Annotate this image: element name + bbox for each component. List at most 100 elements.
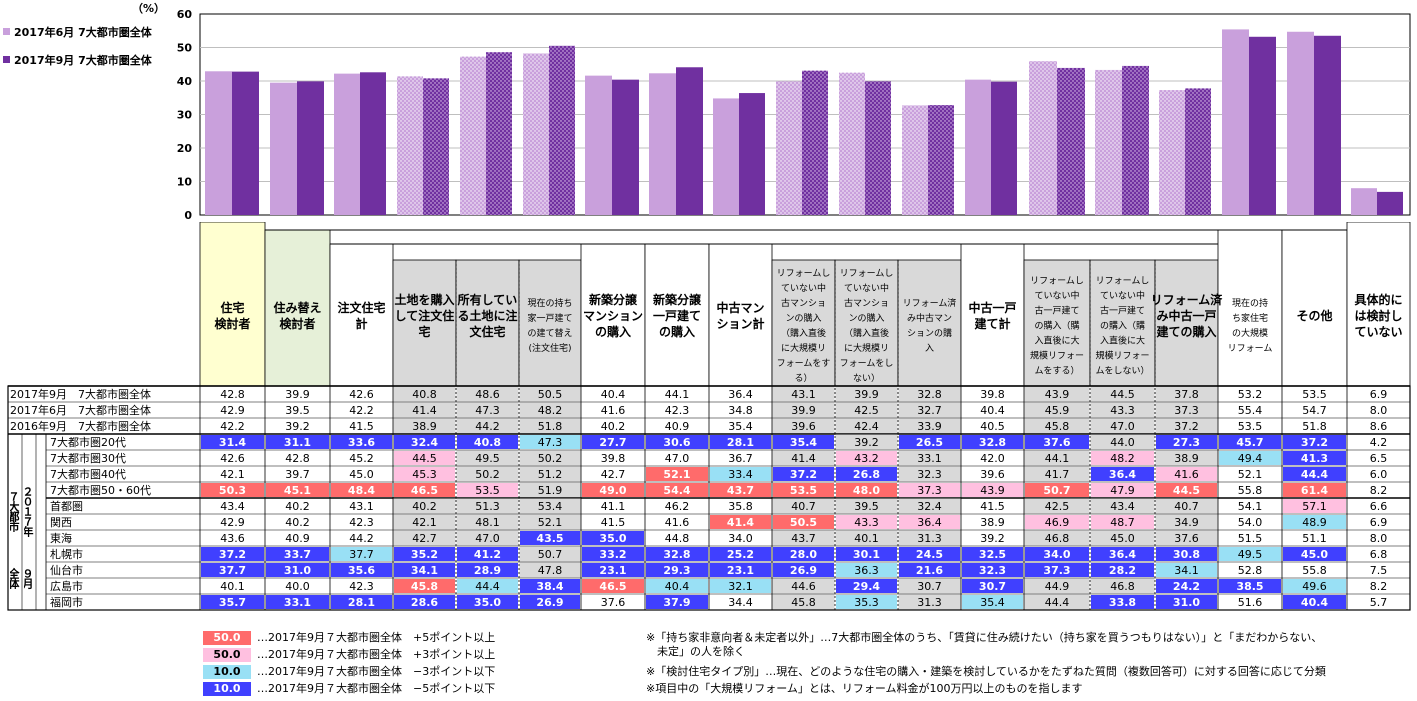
bar-2017-09	[1377, 191, 1403, 215]
highlight-cell-bg	[899, 547, 960, 561]
cell-bg	[1090, 386, 1155, 402]
table-cell-value: 39.8	[980, 388, 1005, 401]
table-cell-value: 37.2	[790, 468, 817, 481]
header-cell-bg	[455, 259, 520, 387]
cell-bg	[898, 386, 961, 402]
bar-2017-09	[1314, 35, 1341, 216]
highlight-cell-bg	[962, 435, 1023, 449]
table-cell-value: 42.5	[854, 404, 879, 417]
highlight-cell-bg	[646, 435, 708, 449]
cell-bg	[519, 498, 581, 514]
cell-bg	[1024, 594, 1090, 610]
cell-bg	[1024, 402, 1090, 418]
bar-2017-09	[232, 71, 259, 216]
cell-bg	[456, 466, 519, 482]
bar-2017-06	[839, 72, 865, 215]
bar-2017-06	[1095, 69, 1122, 215]
cell-bg	[898, 498, 961, 514]
highlight-cell-bg	[773, 547, 834, 561]
table-cell-value: 35.4	[790, 436, 817, 449]
column-header: （購入直後	[781, 327, 826, 339]
highlight-cell-bg	[962, 547, 1023, 561]
legend-label: 2017年6月 7大都市圏全体	[14, 25, 153, 39]
table-cell-value: 42.8	[285, 452, 310, 465]
column-header: の大規模	[1232, 327, 1268, 339]
table-cell-value: 35.8	[728, 500, 753, 513]
legend-label: 2017年9月 7大都市圏全体	[14, 53, 153, 67]
table-cell-value: 47.3	[538, 436, 563, 449]
table-cell-value: 31.3	[917, 596, 942, 609]
bar-2017-06	[334, 73, 360, 215]
row-label: 7大都市圏40代	[50, 467, 126, 481]
highlight-cell-bg	[1283, 483, 1346, 497]
bar-2017-06	[965, 79, 991, 215]
cell-bg	[519, 562, 581, 578]
table-cell-value: 49.0	[599, 484, 626, 497]
table-cell-value: 51.6	[1238, 596, 1263, 609]
table-cell-value: 47.3	[475, 404, 500, 417]
table-cell-value: 51.8	[1302, 420, 1327, 433]
table-cell-value: 23.1	[727, 564, 754, 577]
group-label-total: 全体	[10, 568, 20, 588]
table-cell-value: 40.4	[1301, 596, 1328, 609]
bar-2017-09	[676, 67, 703, 215]
highlight-cell-bg	[582, 547, 644, 561]
header-cell-bg	[834, 259, 899, 387]
table-cell-value: 32.1	[728, 580, 753, 593]
column-header: （購入直後	[844, 327, 889, 339]
table-cell-value: 54.0	[1238, 516, 1263, 529]
highlight-cell-bg	[1283, 451, 1346, 465]
table-cell-value: 6.8	[1370, 548, 1388, 561]
cell-bg	[1090, 578, 1155, 594]
table-cell-value: 51.2	[538, 468, 563, 481]
highlight-cell-bg	[1156, 467, 1217, 481]
footnote: ※「持ち家非意向者＆未定者以外」…7大都市圏全体のうち、「賃貸に住み続けたい（持…	[646, 631, 1323, 644]
cell-bg	[1024, 386, 1090, 402]
highlight-cell-bg	[773, 563, 834, 577]
cell-bg	[456, 514, 519, 530]
table-cell-value: 33.4	[728, 468, 753, 481]
table-cell-value: 34.1	[411, 564, 438, 577]
table-cell-value: 48.4	[348, 484, 375, 497]
cell-bg	[1155, 450, 1218, 466]
cell-bg	[1024, 578, 1090, 594]
table-cell-value: 39.9	[854, 388, 879, 401]
cell-bg	[393, 514, 456, 530]
highlight-cell-bg	[1091, 467, 1154, 481]
table-cell-value: 35.0	[474, 596, 501, 609]
column-header: 入	[925, 343, 934, 354]
column-header: 建て計	[973, 316, 1010, 331]
highlight-cell-bg	[457, 563, 518, 577]
highlight-cell-bg	[710, 547, 771, 561]
highlight-cell-bg	[266, 547, 329, 561]
table-cell-value: 45.0	[1301, 548, 1328, 561]
table-cell-value: 42.2	[220, 420, 245, 433]
highlight-cell-bg	[1283, 515, 1346, 529]
column-header: 宅	[418, 324, 430, 339]
table-cell-value: 44.9	[1045, 580, 1070, 593]
table-cell-value: 43.2	[854, 452, 879, 465]
table-cell-value: 37.2	[1301, 436, 1328, 449]
table-cell-value: 42.7	[412, 532, 437, 545]
highlight-cell-bg	[962, 595, 1023, 609]
table-cell-value: 45.7	[1236, 436, 1263, 449]
legend-swatch-plus5: 50.0	[203, 631, 251, 645]
table-cell-value: 29.3	[663, 564, 690, 577]
table-cell-value: 42.0	[980, 452, 1005, 465]
y-axis-unit-label: （%）	[132, 2, 165, 15]
bar-2017-06	[1222, 29, 1249, 215]
table-cell-value: 39.9	[285, 388, 310, 401]
cell-bg	[393, 530, 456, 546]
table-cell-value: 53.5	[790, 484, 817, 497]
table-cell-value: 44.1	[665, 388, 690, 401]
highlight-cell-bg	[201, 483, 264, 497]
column-header: リフォーム済	[1151, 292, 1224, 307]
column-header: の購入	[659, 324, 695, 339]
cell-bg	[393, 418, 456, 434]
column-header: は検討し	[1354, 308, 1402, 323]
cell-bg	[1155, 530, 1218, 546]
table-cell-value: 52.1	[1238, 468, 1263, 481]
table-cell-value: 40.9	[665, 420, 690, 433]
table-cell-value: 53.5	[1238, 420, 1263, 433]
cell-bg	[519, 402, 581, 418]
